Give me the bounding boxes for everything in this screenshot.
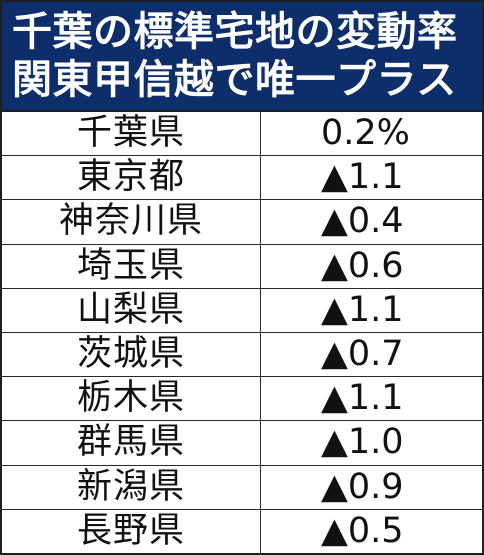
change-rate-cell: ▲0.5 (321, 510, 404, 551)
table-body: 千葉県 0.2% 東京都 ▲1.1 神奈川県 ▲0.4 埼玉県 ▲0.6 山梨県 ▲1.1 茨城県 ▲… (2, 112, 482, 553)
change-rate-cell: ▲1.1 (260, 376, 482, 422)
prefecture-cell: 新潟県 (2, 465, 261, 510)
change-rate-cell: ▲0.6 (260, 244, 482, 289)
change-rate-cell: ▲1.0 (260, 420, 482, 466)
table-row: 長野県 ▲0.5 (2, 509, 482, 553)
table-row: 神奈川県 ▲0.4 (2, 199, 482, 245)
title-line-1: 千葉の標準宅地の変動率 (12, 9, 458, 55)
change-rate-table: 千葉県 0.2% 東京都 ▲1.1 神奈川県 ▲0.4 埼玉県 ▲0.6 山梨県 ▲1.1 茨城県 ▲… (2, 112, 482, 553)
change-rate-cell: ▲1.1 (260, 288, 482, 333)
prefecture-cell: 神奈川県 (2, 199, 261, 245)
table-row: 千葉県 0.2% (2, 112, 482, 157)
prefecture-cell: 栃木県 (2, 376, 261, 422)
prefecture-cell: 山梨県 (2, 288, 261, 333)
change-rate-cell: ▲0.7 (260, 332, 482, 378)
title-box: 千葉の標準宅地の変動率 関東甲信越で唯一プラス (2, 2, 482, 112)
change-rate-cell: 0.2% (260, 112, 482, 157)
prefecture-cell: 埼玉県 (2, 244, 261, 289)
prefecture-cell: 東京都 (2, 155, 261, 201)
prefecture-cell: 群馬県 (2, 420, 261, 466)
table-row: 東京都 ▲1.1 (2, 155, 482, 201)
change-rate-cell: ▲0.9 (260, 465, 482, 510)
table-row: 茨城県 ▲0.7 (2, 332, 482, 378)
table-row: 新潟県 ▲0.9 (2, 465, 482, 510)
table-row: 山梨県 ▲1.1 (2, 288, 482, 333)
prefecture-cell: 茨城県 (2, 332, 261, 378)
table-row: 群馬県 ▲1.0 (2, 420, 482, 466)
prefecture-cell: 千葉県 (2, 112, 261, 157)
table-row: 埼玉県 ▲0.6 (2, 244, 482, 289)
prefecture-cell: 長野県 (2, 509, 261, 553)
title-line-2: 関東甲信越で唯一プラス (12, 57, 457, 103)
change-rate-cell: ▲1.1 (260, 155, 482, 201)
table-row: 栃木県 ▲1.1 (2, 376, 482, 422)
change-rate-cell: ▲0.4 (260, 199, 482, 245)
